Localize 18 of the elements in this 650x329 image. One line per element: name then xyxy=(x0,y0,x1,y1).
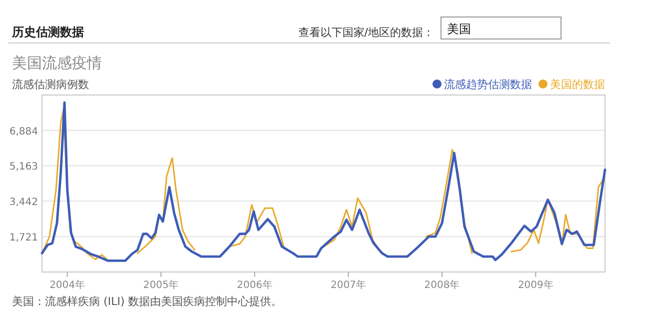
y-tick-label: 3,442 xyxy=(9,197,38,208)
x-tick-label: 2007年 xyxy=(330,279,366,291)
y-tick-label: 5,163 xyxy=(9,162,38,173)
y-tick-label: 6,884 xyxy=(9,126,38,138)
legend-label: 美国的数据 xyxy=(550,78,605,91)
x-tick-label: 2004年 xyxy=(50,279,86,291)
x-tick-label: 2009年 xyxy=(518,279,554,291)
text: 查看以下国家/地区的数据： xyxy=(298,26,434,39)
text: 美国 xyxy=(447,22,471,36)
y-axis-title: 流感估测病例数 xyxy=(12,78,89,91)
x-tick-label: 2006年 xyxy=(236,279,272,291)
text: 美国：流感样疾病 (ILI) 数据由美国疾病控制中心提供。 xyxy=(12,295,282,308)
y-tick-label: 1,721 xyxy=(9,232,38,244)
x-tick-label: 2008年 xyxy=(424,279,460,291)
chart-title: 美国流感疫情 xyxy=(12,54,102,72)
x-tick-label: 2005年 xyxy=(143,279,179,291)
legend-label: 流感趋势估测数据 xyxy=(444,78,532,91)
text: 历史估测数据 xyxy=(11,25,84,39)
